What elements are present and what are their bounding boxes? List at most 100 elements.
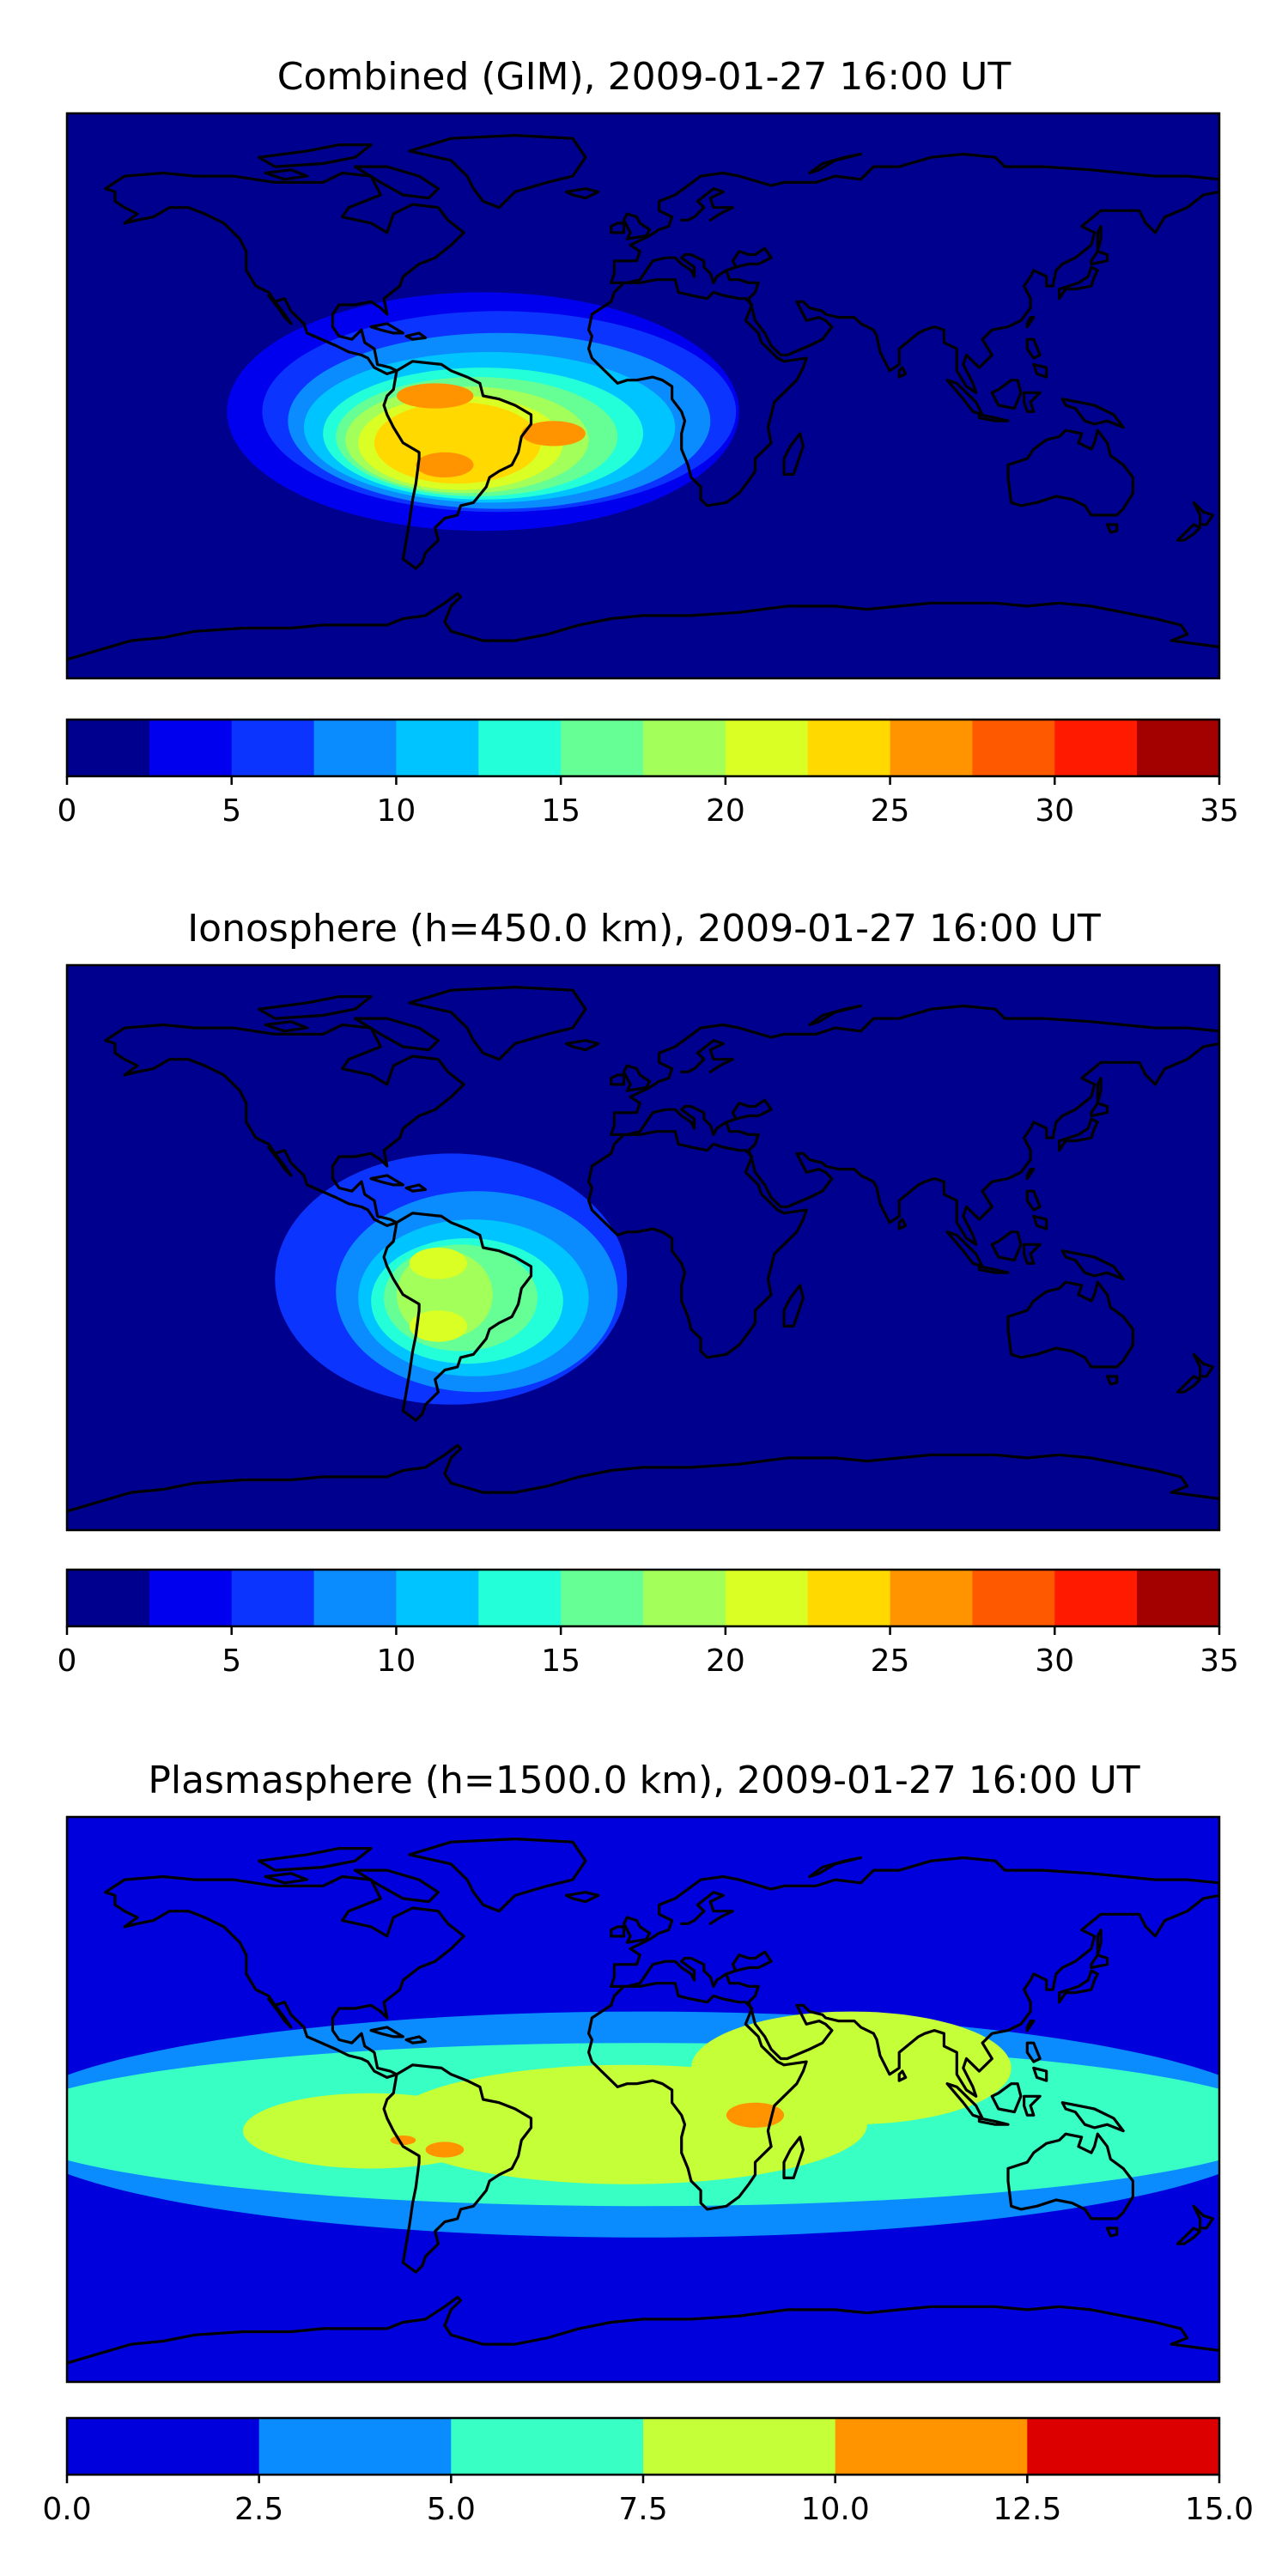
coastline (369, 1174, 404, 1187)
coastline (264, 1020, 309, 1033)
colorbar-ionosphere: 0 5 10 15 20 25 30 35 (58, 1568, 1239, 1679)
coastline (104, 1874, 465, 2079)
coastline (990, 379, 1023, 410)
colorbar-tick-label: 30 (1035, 1643, 1074, 1679)
colorbar-segment (478, 720, 562, 776)
coastline (1192, 501, 1215, 526)
coastline (267, 294, 293, 325)
colorbar-segment (478, 1570, 562, 1626)
coastline (1025, 2020, 1036, 2032)
panel-title-ionosphere: Ionosphere (h=450.0 km), 2009-01-27 16:0… (187, 907, 1101, 951)
coastline (1023, 391, 1042, 413)
coastline (808, 1856, 863, 1879)
colorbar-segment (807, 720, 891, 776)
coastline (1090, 1102, 1109, 1118)
panel-ionosphere: Ionosphere (h=450.0 km), 2009-01-27 16:0… (58, 907, 1239, 1679)
coastline (680, 1039, 734, 1073)
colorbar-segment (67, 720, 150, 776)
contour-blob (690, 2011, 1012, 2125)
colorbar-tick-label: 15 (541, 1643, 580, 1679)
colorbar-tick-label: 10 (377, 1643, 416, 1679)
coastline (264, 168, 309, 181)
coastline (369, 322, 404, 335)
colorbar-segment (149, 720, 233, 776)
coastlines-ionosphere (67, 986, 1219, 1513)
coastline (610, 222, 626, 234)
colorbar-segment (67, 1570, 150, 1626)
panel-combined: Combined (GIM), 2009-01-27 16:00 UT 0 5 10… (58, 55, 1239, 829)
coastline (1032, 1214, 1048, 1230)
map-frame-ionosphere (65, 963, 1221, 1532)
coastline (610, 1925, 626, 1938)
coastline (782, 2136, 805, 2179)
coastline (623, 1916, 652, 1944)
colorbar-segment (396, 1570, 479, 1626)
coastline (1025, 316, 1036, 329)
map-frame-plasmasphere (65, 1815, 1221, 2384)
coastline (1032, 2066, 1048, 2082)
contour-blob (390, 2136, 416, 2145)
coastline (1058, 265, 1099, 301)
colorbar-segment (1137, 720, 1220, 776)
coastline (353, 165, 440, 200)
colorbar-tick-label: 10 (377, 793, 416, 829)
colorbar-tick-label: 5.0 (427, 2492, 476, 2527)
colorbar-segment (231, 720, 315, 776)
coastline (587, 278, 808, 507)
contour-blob (243, 2093, 500, 2169)
coastline (1032, 362, 1048, 379)
coastline (404, 1183, 428, 1193)
coastline (1090, 250, 1109, 266)
colorbar-segment (1137, 1570, 1220, 1626)
coastline (408, 1838, 587, 1913)
colorbar-segment (67, 2418, 260, 2475)
coastline (1192, 2204, 1215, 2230)
coastline (610, 1073, 626, 1086)
coastline (369, 2026, 404, 2038)
coastline (1176, 2227, 1202, 2245)
colorbar-tick-label: 5 (222, 793, 241, 829)
coastline (382, 1212, 533, 1422)
coastline (353, 1868, 440, 1904)
coastline (1006, 1280, 1134, 1369)
colorbar-segment (561, 720, 644, 776)
map-ionosphere (65, 963, 1221, 1532)
coastline (1023, 1242, 1042, 1265)
coastline (1058, 1117, 1099, 1152)
colorbar-segment (835, 2418, 1028, 2475)
coastline (990, 1230, 1023, 1262)
colorbar-tick-label: 2.5 (234, 2492, 283, 2527)
coastline (267, 1145, 293, 1177)
colorbar-segment (396, 720, 479, 776)
colorbar-segment (807, 1570, 891, 1626)
coastline (258, 995, 373, 1020)
colorbar-segment (890, 1570, 974, 1626)
colorbar-tick-label: 10.0 (801, 2492, 870, 2527)
field-combined (67, 113, 1219, 678)
coastline (67, 592, 1219, 661)
panel-title-plasmasphere: Plasmasphere (h=1500.0 km), 2009-01-27 1… (148, 1759, 1139, 1802)
coastline (1006, 428, 1134, 517)
colorbar-tick-label: 12.5 (993, 2492, 1061, 2527)
colorbar-segment (643, 1570, 726, 1626)
coastline (408, 986, 587, 1061)
colorbar-segment (231, 1570, 315, 1626)
colorbar-tick-label: 15 (541, 793, 580, 829)
coastline (258, 1847, 373, 1872)
colorbar-segment (1054, 720, 1138, 776)
coastline (1096, 225, 1103, 253)
coastline (564, 1039, 600, 1052)
colorbar-tick-label: 35 (1200, 1643, 1239, 1679)
coastline (1105, 2227, 1119, 2238)
colorbar-tick-label: 7.5 (618, 2492, 667, 2527)
coastline (1192, 1352, 1215, 1378)
coastline (1090, 1953, 1109, 1970)
coastline (808, 152, 863, 175)
map-combined (65, 112, 1221, 680)
coastline (1060, 1249, 1125, 1281)
coastline (897, 2069, 908, 2082)
field-background (67, 965, 1219, 1530)
coastline (1096, 1929, 1103, 1957)
coastline (382, 2063, 533, 2274)
